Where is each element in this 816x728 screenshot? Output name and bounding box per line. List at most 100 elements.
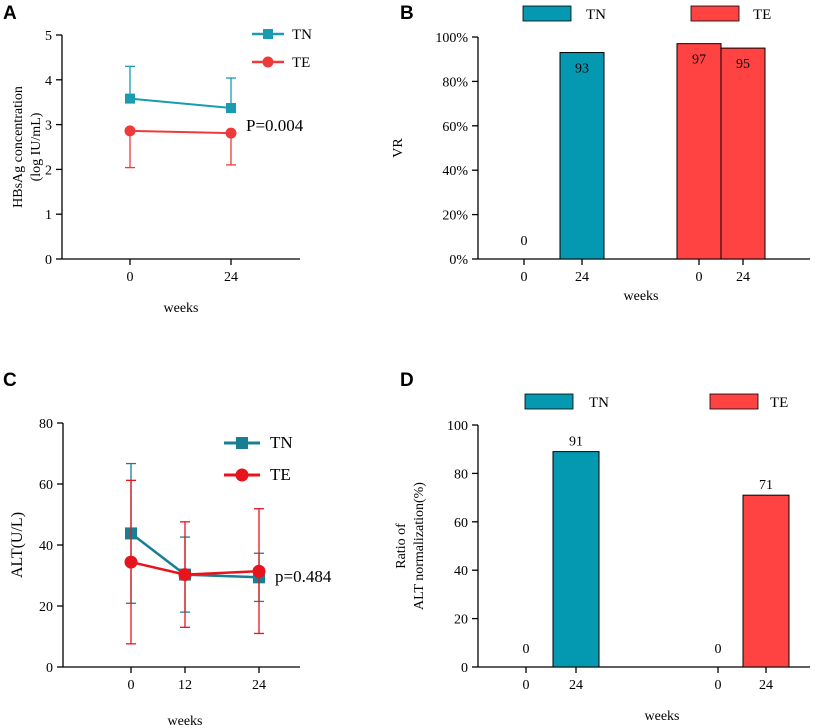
bar-tn-week-24 [559, 52, 605, 260]
y-tick-label: 0% [449, 253, 468, 268]
x-tick-label: 0 [521, 270, 528, 285]
y-tick-label: 20 [39, 600, 53, 615]
series-line-tn [130, 532, 260, 579]
panel-a-pvalue: P=0.004 [246, 116, 304, 135]
panel-b: B VR 0% 20% 40% 60% 80% 100% 0 24 0 24 0 93 97 95 we… [391, 3, 810, 304]
y-tick-label: 1 [45, 208, 52, 223]
panel-d-xlabel: weeks [645, 709, 680, 724]
data-label-te-week-24: 95 [736, 57, 750, 72]
legend-te-label: TE [292, 55, 310, 71]
panel-d-letter: D [400, 370, 414, 391]
x-tick-label: 0 [523, 678, 530, 693]
y-tick-label: 60% [442, 120, 468, 135]
x-tick-label: 24 [569, 678, 583, 693]
x-tick-label: 12 [178, 678, 192, 693]
x-tick-label: 24 [759, 678, 773, 693]
data-point-te [124, 125, 136, 137]
legend-te-label: TE [753, 7, 771, 23]
x-tick-label: 24 [252, 678, 266, 693]
panel-a-xlabel: weeks [164, 301, 199, 316]
y-tick-label: 0 [46, 661, 53, 676]
y-tick-label: 0 [45, 253, 52, 268]
y-tick-label: 2 [45, 163, 52, 178]
x-tick-label: 24 [224, 270, 238, 285]
data-point-tn [226, 103, 236, 114]
x-tick-label: 0 [127, 270, 134, 285]
y-tick-label: 40% [442, 164, 468, 179]
panel-d-ylabel-line2: ALT normalization(%) [412, 482, 427, 610]
x-tick-label: 0 [696, 270, 703, 285]
x-tick-label: 24 [575, 270, 589, 285]
data-label-tn-week-24: 91 [569, 435, 583, 450]
panel-c-letter: C [3, 370, 17, 391]
panel-b-xlabel: weeks [624, 289, 659, 304]
series-line-te [129, 129, 232, 135]
bar-te-week-24 [720, 47, 766, 260]
y-tick-label: 80 [454, 467, 468, 482]
legend-te-label: TE [270, 465, 291, 484]
panel-a-letter: A [3, 3, 17, 24]
y-tick-label: 100% [435, 31, 468, 46]
data-point-tn [125, 93, 135, 104]
legend-te-swatch [709, 393, 759, 410]
data-point-te [178, 568, 192, 582]
data-point-te [252, 564, 266, 578]
bar-te-week-0 [676, 43, 722, 260]
panel-a: A HBsAg concentration (log IU/mL) 0 1 2 3 4 5… [3, 3, 312, 316]
panel-c-legend: TN TE [224, 433, 293, 484]
x-tick-label: 0 [715, 678, 722, 693]
data-label-te-week-0: 0 [715, 642, 722, 657]
panel-c-ylabel: ALT(U/L) [9, 512, 26, 578]
y-tick-label: 100 [447, 419, 468, 434]
y-tick-label: 3 [45, 119, 52, 134]
panel-a-ylabel-line2: (log IU/mL) [29, 112, 44, 181]
legend-tn-marker [263, 29, 273, 39]
y-tick-label: 40 [39, 539, 53, 554]
legend-tn-label: TN [586, 7, 606, 23]
legend-te-marker [262, 56, 274, 68]
x-tick-label: 0 [128, 678, 135, 693]
y-tick-label: 80 [39, 417, 53, 432]
data-point-te [225, 127, 237, 139]
panel-d-legend: TN TE [524, 393, 788, 411]
panel-c: C ALT(U/L) 0 20 40 60 80 0 12 24 weeks TN TE p=… [3, 370, 332, 728]
y-tick-label: 60 [39, 478, 53, 493]
y-tick-label: 4 [45, 74, 52, 89]
panel-d-ylabel-line1: Ratio of [394, 523, 409, 569]
legend-te-swatch [690, 5, 740, 22]
y-tick-label: 60 [454, 516, 468, 531]
panel-c-xlabel: weeks [168, 714, 203, 728]
legend-tn-swatch [524, 393, 574, 410]
panel-a-legend: TN TE [252, 27, 312, 71]
y-tick-label: 20% [442, 209, 468, 224]
data-label-tn-week-0: 0 [523, 642, 530, 657]
y-tick-label: 5 [45, 29, 52, 44]
panel-a-ylabel-line1: HBsAg concentration [11, 86, 26, 208]
x-tick-label: 24 [736, 270, 750, 285]
panel-b-letter: B [400, 3, 414, 24]
data-label-tn-week-24: 93 [575, 62, 589, 77]
panel-b-legend: TN TE [522, 5, 771, 23]
legend-te-marker [235, 468, 249, 482]
series-line-tn [129, 97, 232, 110]
y-tick-label: 40 [454, 564, 468, 579]
series-line-te [130, 560, 260, 576]
bar-te-week-24 [742, 494, 790, 668]
bar-tn-week-24 [552, 451, 600, 668]
panel-c-pvalue: p=0.484 [275, 567, 332, 586]
data-point-te [124, 555, 138, 569]
legend-tn-swatch [522, 5, 572, 22]
legend-tn-marker [236, 437, 248, 449]
data-label-te-week-24: 71 [759, 478, 773, 493]
legend-tn-label: TN [589, 395, 609, 411]
y-tick-label: 20 [454, 613, 468, 628]
panel-d: D Ratio of ALT normalization(%) 0 20 40 60 8… [394, 370, 810, 724]
data-label-te-week-0: 97 [692, 53, 706, 68]
legend-tn-label: TN [270, 433, 293, 452]
y-tick-label: 80% [442, 75, 468, 90]
legend-te-label: TE [770, 395, 788, 411]
panel-b-ylabel: VR [391, 138, 406, 158]
y-tick-label: 0 [461, 661, 468, 676]
legend-tn-label: TN [292, 27, 312, 43]
